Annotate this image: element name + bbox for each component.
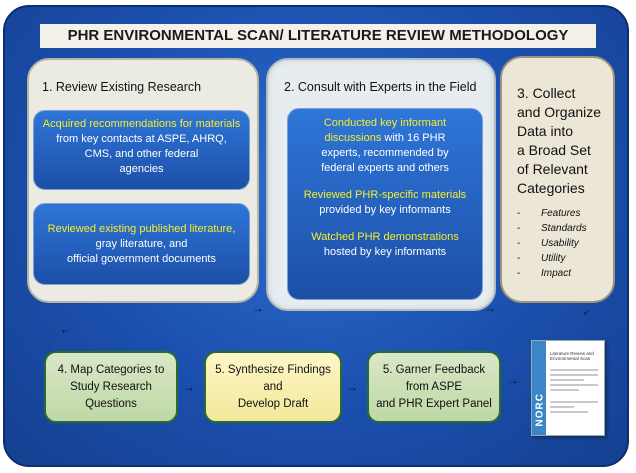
box1-line1: from key contacts at ASPE, AHRQ, xyxy=(56,133,227,145)
category-label: Utility xyxy=(541,253,566,264)
category-label: Standards xyxy=(541,223,587,234)
report-cover-sidebar xyxy=(532,341,546,435)
report-title: Literature Review and Environmental Scan xyxy=(550,351,594,361)
step-synthesize-findings: 5. Synthesize Findings and Develop Draft xyxy=(204,351,342,423)
item2-line2: provided by key informants xyxy=(319,204,451,216)
report-text-lines xyxy=(550,369,598,416)
panel3-heading-line: Categories xyxy=(517,180,585,196)
step4-line3: Questions xyxy=(85,397,137,410)
item1-line2: experts, recommended by xyxy=(321,147,449,159)
panel1-box-recommendations: Acquired recommendations for materials f… xyxy=(33,110,250,190)
category-item: - Features xyxy=(517,208,581,219)
box1-highlight: Acquired recommendations for materials xyxy=(42,118,241,130)
box1-line3: agencies xyxy=(119,163,164,175)
item3-line2: hosted by key informants xyxy=(323,246,447,258)
step-garner-feedback: 5. Garner Feedback from ASPE and PHR Exp… xyxy=(367,351,501,423)
item2-highlight: Reviewed PHR-specific materials xyxy=(303,189,467,201)
panel3-heading: 3. Collect and Organize Data into a Broa… xyxy=(517,84,613,198)
box2-highlight: Reviewed existing published literature, xyxy=(47,223,236,235)
arrow-right-icon: → xyxy=(507,373,519,387)
panel3-heading-line: a Broad Set xyxy=(517,142,591,158)
arrow-right-icon: → xyxy=(252,301,264,315)
category-item: - Usability xyxy=(517,238,579,249)
step5-line1: 5. Synthesize Findings xyxy=(215,363,331,376)
category-item: - Impact xyxy=(517,268,572,279)
arrow-right-icon: → xyxy=(183,380,195,394)
panel1-heading: 1. Review Existing Research xyxy=(42,80,202,94)
item3-highlight: Watched PHR demonstrations xyxy=(311,231,459,243)
norc-logo: NORC xyxy=(534,393,546,427)
step6-line1: 5. Garner Feedback xyxy=(382,363,486,376)
panel-collect-data xyxy=(500,56,615,303)
item1-highlight1: Conducted key informant xyxy=(323,117,447,129)
page-title: PHR ENVIRONMENTAL SCAN/ LITERATURE REVIE… xyxy=(40,24,596,48)
step4-line2: Study Research xyxy=(70,380,152,393)
arrow-right-icon: → xyxy=(346,380,358,394)
arrow-right-icon: → xyxy=(484,301,496,315)
step-map-categories: 4. Map Categories to Study Research Ques… xyxy=(44,351,178,423)
box2-line1: gray literature, and xyxy=(95,238,188,250)
panel2-heading: 2. Consult with Experts in the Field xyxy=(284,80,477,94)
category-label: Features xyxy=(541,208,581,219)
item1-highlight2: discussions xyxy=(324,132,382,144)
box2-line2: official government documents xyxy=(67,253,216,265)
category-item: - Standards xyxy=(517,223,587,234)
panel3-heading-line: of Relevant xyxy=(517,161,588,177)
panel2-box-experts: Conducted key informant discussions with… xyxy=(287,108,483,300)
panel3-heading-line: and Organize xyxy=(517,104,602,120)
category-item: - Utility xyxy=(517,253,566,264)
category-label: Impact xyxy=(541,268,572,279)
item1-line3: federal experts and others xyxy=(321,162,449,174)
box1-line2: CMS, and other federal xyxy=(84,148,199,160)
category-list: - Features - Standards - Usability - Utility… xyxy=(517,206,609,281)
step5-line3: Develop Draft xyxy=(237,397,309,410)
panel3-heading-line: Data into xyxy=(517,123,574,139)
category-label: Usability xyxy=(541,238,579,249)
panel1-box-literature: Reviewed existing published literature, … xyxy=(33,203,250,285)
step4-line1: 4. Map Categories to xyxy=(57,363,165,376)
report-cover-thumbnail: NORC Literature Review and Environmental… xyxy=(531,340,605,436)
panel3-heading-line: 3. Collect xyxy=(517,85,576,101)
step5-line2: and xyxy=(263,380,283,393)
arrow-left-icon: → xyxy=(58,325,74,341)
item1-rest: with 16 PHR xyxy=(381,132,446,144)
step6-line3: and PHR Expert Panel xyxy=(376,397,492,410)
step6-line2: from ASPE xyxy=(405,380,463,393)
